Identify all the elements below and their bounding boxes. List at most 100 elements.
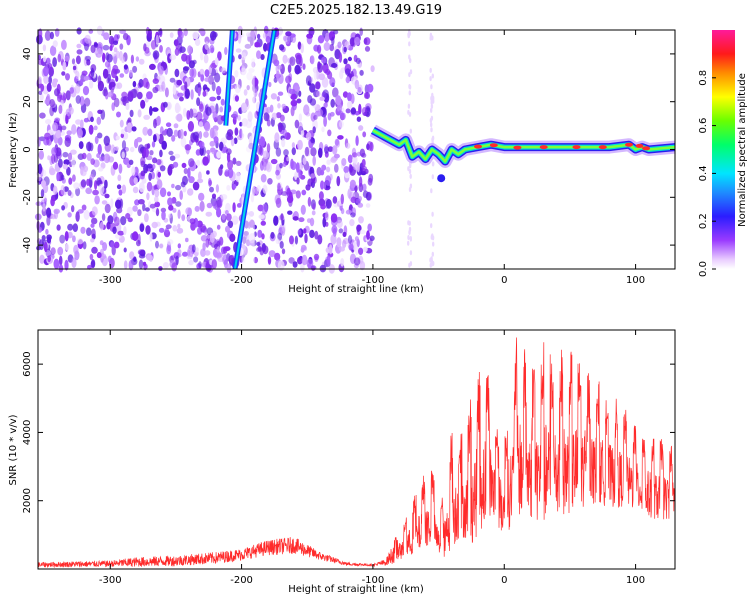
faint-cell bbox=[429, 257, 432, 263]
noise-cell bbox=[89, 253, 94, 261]
noise-cell bbox=[312, 155, 317, 166]
noise-cell bbox=[330, 234, 337, 245]
noise-cell bbox=[118, 163, 123, 174]
noise-cell bbox=[366, 141, 373, 151]
noise-cell bbox=[104, 203, 111, 214]
noise-cell bbox=[356, 116, 362, 122]
noise-cell bbox=[200, 73, 205, 82]
noise-cell bbox=[261, 233, 265, 240]
noise-cell bbox=[146, 91, 153, 100]
y-tick-label: 2000 bbox=[22, 488, 33, 513]
noise-cell bbox=[294, 85, 300, 92]
noise-cell bbox=[172, 225, 178, 232]
noise-cell bbox=[206, 48, 211, 54]
noise-cell bbox=[345, 209, 352, 215]
noise-cell bbox=[174, 47, 180, 56]
noise-cell bbox=[175, 39, 179, 50]
noise-cell bbox=[156, 179, 163, 190]
noise-cell bbox=[332, 145, 338, 155]
noise-cell bbox=[290, 161, 297, 171]
noise-cell bbox=[120, 216, 127, 226]
noise-cell bbox=[101, 213, 106, 222]
noise-cell bbox=[325, 211, 329, 221]
noise-cell bbox=[84, 34, 91, 44]
faint-cell bbox=[431, 161, 435, 167]
noise-cell bbox=[363, 38, 368, 45]
noise-cell bbox=[275, 70, 280, 81]
noise-cell bbox=[221, 214, 226, 220]
noise-cell bbox=[153, 118, 157, 129]
faint-cell bbox=[407, 166, 410, 172]
noise-cell bbox=[220, 194, 228, 200]
noise-cell bbox=[305, 75, 312, 86]
noise-cell bbox=[292, 216, 299, 221]
noise-cell bbox=[225, 148, 232, 156]
noise-cell bbox=[216, 252, 223, 258]
noise-cell bbox=[64, 231, 69, 242]
noise-cell bbox=[138, 199, 145, 205]
noise-cell bbox=[216, 246, 221, 253]
faint-cell bbox=[432, 261, 435, 266]
faint-cell bbox=[431, 35, 434, 41]
noise-cell bbox=[277, 91, 284, 96]
noise-cell bbox=[38, 58, 44, 66]
noise-cell bbox=[74, 84, 81, 94]
noise-cell bbox=[327, 71, 333, 80]
noise-cell bbox=[64, 259, 69, 271]
noise-cell bbox=[102, 242, 108, 251]
noise-cell bbox=[43, 241, 48, 253]
noise-cell bbox=[260, 220, 266, 226]
noise-cell bbox=[144, 207, 150, 212]
noise-cell bbox=[188, 158, 195, 168]
noise-cell bbox=[195, 149, 201, 156]
noise-cell bbox=[149, 105, 153, 116]
noise-cell bbox=[58, 158, 63, 168]
noise-cell bbox=[123, 260, 128, 270]
noise-cell bbox=[125, 102, 130, 111]
noise-cell bbox=[273, 59, 280, 67]
noise-cell bbox=[140, 99, 146, 109]
faint-cell bbox=[431, 211, 434, 217]
noise-cell bbox=[329, 44, 335, 52]
faint-cell bbox=[429, 67, 432, 73]
noise-cell bbox=[174, 153, 181, 159]
y-tick-label: 20 bbox=[22, 95, 33, 108]
noise-cell bbox=[67, 223, 74, 231]
noise-cell bbox=[318, 147, 323, 158]
noise-cell bbox=[359, 148, 366, 157]
noise-cell bbox=[209, 232, 215, 243]
noise-cell bbox=[165, 224, 172, 229]
noise-cell bbox=[301, 189, 307, 196]
noise-cell bbox=[302, 63, 306, 70]
noise-cell bbox=[321, 77, 329, 88]
noise-cell bbox=[363, 246, 368, 252]
noise-cell bbox=[202, 90, 207, 97]
noise-cell bbox=[110, 144, 116, 154]
noise-cell bbox=[275, 147, 282, 157]
noise-cell bbox=[326, 159, 331, 165]
noise-cell bbox=[232, 202, 236, 213]
noise-cell bbox=[208, 179, 213, 186]
noise-cell bbox=[276, 96, 280, 102]
noise-cell bbox=[192, 31, 199, 40]
noise-cell bbox=[52, 40, 58, 48]
noise-cell bbox=[146, 192, 150, 201]
noise-cell bbox=[178, 96, 184, 102]
noise-cell bbox=[287, 64, 292, 73]
noise-cell bbox=[65, 113, 69, 124]
noise-cell bbox=[225, 210, 229, 215]
noise-cell bbox=[94, 135, 99, 145]
noise-cell bbox=[312, 126, 316, 134]
noise-cell bbox=[296, 98, 302, 104]
noise-cell bbox=[165, 122, 172, 127]
noise-cell bbox=[356, 224, 362, 232]
noise-cell bbox=[149, 63, 156, 70]
noise-cell bbox=[52, 185, 58, 195]
noise-cell bbox=[66, 166, 71, 176]
noise-cell bbox=[196, 97, 201, 107]
noise-cell bbox=[138, 259, 144, 270]
noise-cell bbox=[192, 181, 200, 191]
noise-cell bbox=[154, 189, 160, 198]
noise-cell bbox=[46, 236, 52, 244]
